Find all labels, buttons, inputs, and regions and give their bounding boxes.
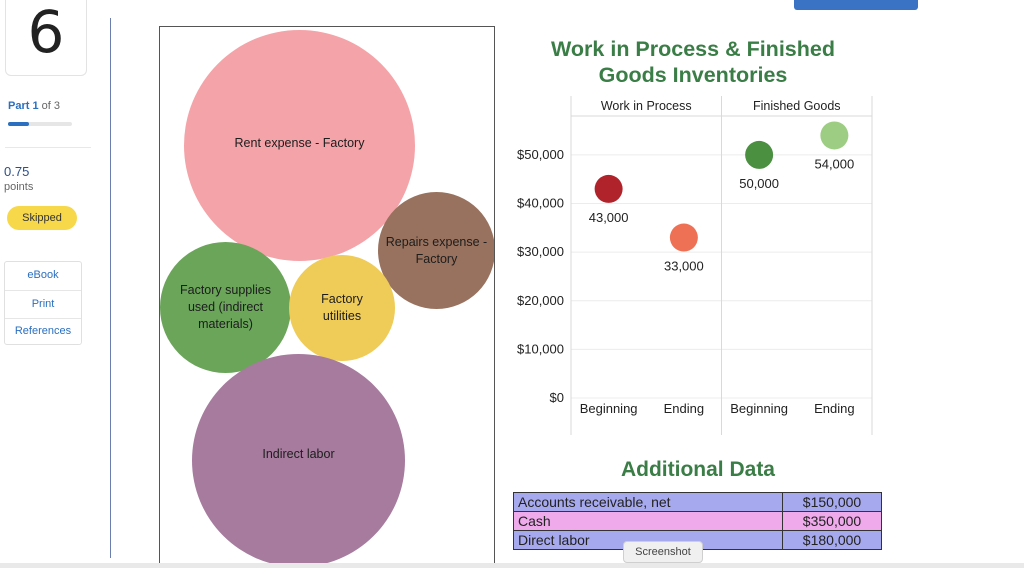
x-tick-label: Ending <box>814 401 854 416</box>
x-tick-label: Ending <box>664 401 704 416</box>
data-point <box>820 121 849 150</box>
cost-bubble-panel: Rent expense - Factory Repairs expense -… <box>159 26 495 568</box>
row-value: $350,000 <box>782 511 882 531</box>
score-label: points <box>4 181 34 193</box>
row-value: $150,000 <box>782 492 882 512</box>
part-progress-fill <box>8 122 30 126</box>
bubble-label: Repairs expense - Factory <box>385 234 488 266</box>
resource-divider <box>5 318 81 319</box>
table-row: Accounts receivable, net $150,000 <box>513 492 882 512</box>
panel-header: Finished Goods <box>753 99 841 113</box>
bubble-factory-utilities: Factory utilities <box>289 255 395 361</box>
data-label: 43,000 <box>589 210 629 225</box>
bottom-bar <box>0 563 1024 568</box>
resources-panel: eBook Print References <box>4 261 82 345</box>
part-current: Part 1 <box>8 100 39 112</box>
data-label: 33,000 <box>664 259 704 274</box>
question-number-box: 6 <box>5 0 87 76</box>
bubble-label: Factory supplies used (indirect material… <box>179 283 271 331</box>
inventory-chart: $0 $10,000 $20,000 $30,000 $40,000 $50,000 Wor… <box>517 96 873 435</box>
bubble-indirect-labor: Indirect labor <box>192 354 405 567</box>
x-tick-label: Beginning <box>730 401 788 416</box>
table-row: Cash $350,000 <box>513 511 882 531</box>
part-indicator: Part 1 of 3 <box>8 100 60 112</box>
x-tick-label: Beginning <box>580 401 638 416</box>
chart-title: Work in Process & Finished Goods Invento… <box>551 37 835 87</box>
content-divider-line <box>110 18 111 558</box>
data-point <box>594 174 623 203</box>
y-tick-label: $40,000 <box>517 196 564 211</box>
bubble-label: Rent expense - Factory <box>234 136 365 150</box>
y-tick-label: $0 <box>550 390 564 405</box>
data-point <box>669 223 698 252</box>
additional-data-title: Additional Data <box>620 458 775 481</box>
question-number: 6 <box>27 0 65 66</box>
panel-header: Work in Process <box>601 99 692 113</box>
row-label: Cash <box>513 511 783 531</box>
status-badge: Skipped <box>7 206 77 230</box>
print-link[interactable]: Print <box>31 298 55 310</box>
y-tick-label: $50,000 <box>517 147 564 162</box>
data-label: 50,000 <box>739 176 779 191</box>
y-tick-label: $10,000 <box>517 341 564 356</box>
bubble-rent-expense: Rent expense - Factory <box>184 30 415 261</box>
y-tick-label: $30,000 <box>517 244 564 259</box>
bubble-factory-supplies: Factory supplies used (indirect material… <box>160 242 291 373</box>
top-action-button[interactable] <box>794 0 918 10</box>
bubble-repairs-expense: Repairs expense - Factory <box>378 192 494 309</box>
y-tick-label: $20,000 <box>517 293 564 308</box>
data-label: 54,000 <box>814 156 854 171</box>
part-progress-bar <box>8 122 72 126</box>
data-point <box>745 140 774 169</box>
sidebar-divider <box>5 147 91 148</box>
resource-divider <box>5 290 81 291</box>
ebook-link[interactable]: eBook <box>27 269 59 281</box>
row-label: Accounts receivable, net <box>513 492 783 512</box>
score-value: 0.75 <box>4 164 30 179</box>
bubble-label: Indirect labor <box>262 447 335 461</box>
row-value: $180,000 <box>782 530 882 550</box>
screenshot-tooltip: Screenshot <box>623 541 703 563</box>
references-link[interactable]: References <box>14 325 72 337</box>
part-total: of 3 <box>41 100 60 112</box>
bubble-label: Factory utilities <box>321 292 363 323</box>
